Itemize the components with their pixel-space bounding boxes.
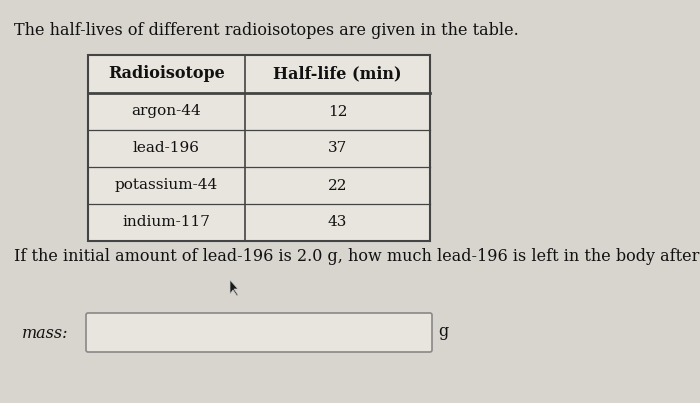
Text: 43: 43 bbox=[328, 216, 347, 229]
Text: lead-196: lead-196 bbox=[133, 141, 200, 156]
Bar bbox=[88, 55, 430, 241]
Text: Half-life (min): Half-life (min) bbox=[273, 66, 402, 83]
Text: 37: 37 bbox=[328, 141, 347, 156]
Text: If the initial amount of lead-196 is 2.0 g, how much lead-196 is left in the bod: If the initial amount of lead-196 is 2.0… bbox=[14, 248, 700, 265]
Text: 12: 12 bbox=[328, 104, 347, 118]
Polygon shape bbox=[230, 280, 238, 296]
Text: Radioisotope: Radioisotope bbox=[108, 66, 225, 83]
Text: The half-lives of different radioisotopes are given in the table.: The half-lives of different radioisotope… bbox=[14, 22, 519, 39]
Bar bbox=[88, 55, 430, 241]
FancyBboxPatch shape bbox=[86, 313, 432, 352]
Text: 22: 22 bbox=[328, 179, 347, 193]
Text: indium-117: indium-117 bbox=[122, 216, 211, 229]
Text: argon-44: argon-44 bbox=[132, 104, 202, 118]
Text: potassium-44: potassium-44 bbox=[115, 179, 218, 193]
Text: g: g bbox=[438, 324, 448, 341]
Text: mass:: mass: bbox=[22, 324, 69, 341]
